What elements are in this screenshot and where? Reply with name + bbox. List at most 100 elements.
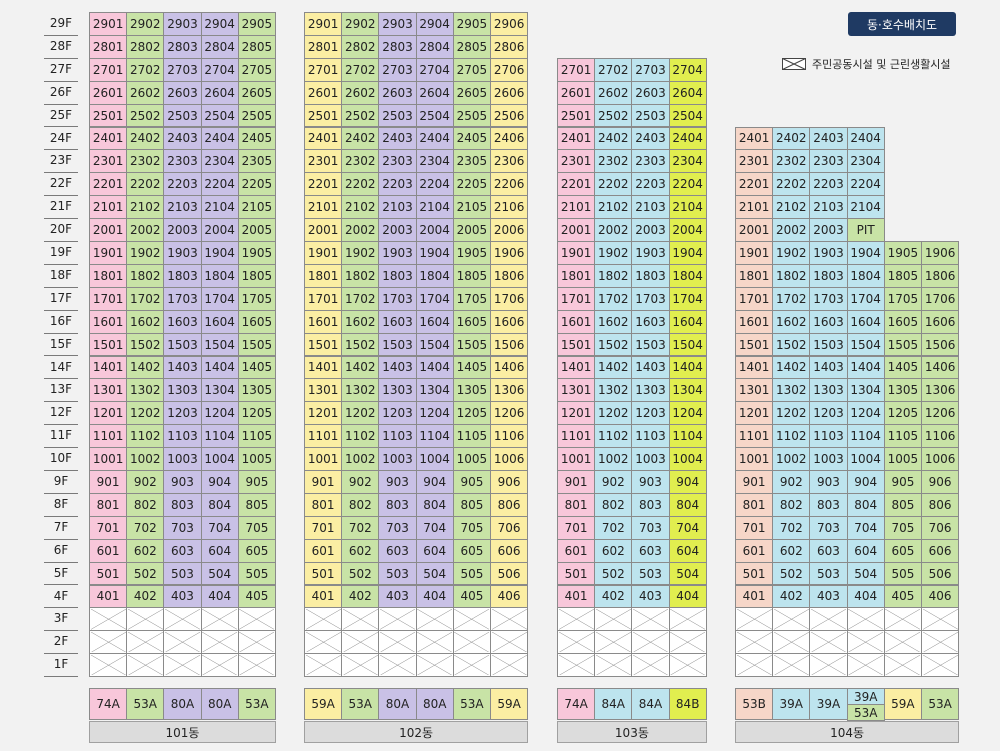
facility-cell <box>126 630 165 655</box>
crossed-box-icon <box>454 655 489 675</box>
crossed-box-icon <box>202 609 237 629</box>
unit-cell: 2102 <box>594 195 633 220</box>
unit-cell: 1905 <box>883 241 922 265</box>
unit-cell: 404 <box>846 584 885 609</box>
crossed-box-icon <box>923 655 958 675</box>
unit-cell: 704 <box>668 515 707 540</box>
unit-cell: 1901 <box>89 241 128 265</box>
facility-cell <box>163 653 202 678</box>
unit-cell: 1305 <box>237 378 276 403</box>
facility-cell <box>668 630 707 655</box>
unit-cell: 2001 <box>89 218 128 242</box>
facility-cell <box>490 607 529 632</box>
unit-type-label: 80A <box>415 688 454 720</box>
unit-cell: 2704 <box>668 57 707 82</box>
unit-cell: 403 <box>378 584 417 609</box>
facility-cell <box>772 607 811 632</box>
unit-cell: 1205 <box>452 401 491 426</box>
unit-cell: 1206 <box>490 401 529 426</box>
floor-label: 4F <box>44 585 78 609</box>
unit-type-label: 59A <box>883 688 922 720</box>
unit-cell: 1201 <box>557 401 596 426</box>
unit-cell: 805 <box>452 492 491 517</box>
floor-label: 24F <box>44 127 78 151</box>
unit-cell: 2201 <box>89 172 128 197</box>
facility-cell <box>89 607 128 632</box>
unit-cell: 2905 <box>452 12 491 36</box>
unit-cell: 1802 <box>594 263 633 288</box>
unit-cell: 1001 <box>304 447 343 471</box>
unit-cell: 2901 <box>304 12 343 36</box>
facility-cell <box>452 607 491 632</box>
facility-cell <box>668 653 707 678</box>
unit-cell: 2601 <box>304 80 343 105</box>
unit-cell: 701 <box>304 515 343 540</box>
unit-cell: 1403 <box>809 355 848 380</box>
unit-cell: 1404 <box>200 355 239 380</box>
facility-cell <box>557 630 596 655</box>
unit-cell: 1805 <box>883 263 922 288</box>
unit-cell: 1303 <box>378 378 417 403</box>
unit-cell: 1503 <box>163 332 202 357</box>
unit-cell: 505 <box>452 561 491 586</box>
unit-cell: 1202 <box>341 401 380 426</box>
unit-cell: 702 <box>341 515 380 540</box>
unit-cell: 2804 <box>200 34 239 59</box>
unit-cell: 605 <box>452 538 491 563</box>
floor-label: 1F <box>44 653 78 678</box>
unit-cell: 1204 <box>200 401 239 426</box>
floor-label: 7F <box>44 516 78 540</box>
unit-cell: 1104 <box>846 424 885 449</box>
unit-cell: 1704 <box>668 286 707 311</box>
unit-cell: 2103 <box>809 195 848 220</box>
unit-cell: 2501 <box>557 103 596 128</box>
facility-cell <box>631 630 670 655</box>
unit-cell: 402 <box>341 584 380 609</box>
unit-cell: 2401 <box>557 126 596 151</box>
unit-cell: 1704 <box>846 286 885 311</box>
unit-cell: 2902 <box>126 12 165 36</box>
unit-cell: 704 <box>415 515 454 540</box>
unit-cell: 504 <box>668 561 707 586</box>
unit-cell: 604 <box>415 538 454 563</box>
crossed-box-icon <box>306 609 341 629</box>
unit-cell: 1402 <box>126 355 165 380</box>
unit-cell: 805 <box>883 492 922 517</box>
unit-cell: 1901 <box>557 241 596 265</box>
unit-cell: 2903 <box>163 12 202 36</box>
unit-cell: 1404 <box>846 355 885 380</box>
unit-cell: 2304 <box>415 149 454 174</box>
unit-cell: 2405 <box>237 126 276 151</box>
unit-cell: 1004 <box>668 447 707 471</box>
unit-cell: 2605 <box>452 80 491 105</box>
unit-cell: 2405 <box>452 126 491 151</box>
unit-cell: 1604 <box>415 309 454 334</box>
unit-cell: 2502 <box>341 103 380 128</box>
unit-cell: 1803 <box>631 263 670 288</box>
crossed-box-icon <box>492 655 527 675</box>
unit-cell: 1402 <box>341 355 380 380</box>
crossed-box-icon <box>343 655 378 675</box>
unit-cell: 2603 <box>163 80 202 105</box>
unit-cell: 1304 <box>846 378 885 403</box>
unit-cell: 2904 <box>200 12 239 36</box>
unit-cell: 504 <box>200 561 239 586</box>
facility-cell <box>304 607 343 632</box>
unit-cell: 705 <box>237 515 276 540</box>
unit-cell: 2704 <box>415 57 454 82</box>
unit-cell: 803 <box>809 492 848 517</box>
unit-cell: 2703 <box>378 57 417 82</box>
unit-type-label: 59A <box>490 688 529 720</box>
unit-cell: 406 <box>490 584 529 609</box>
facility-cell <box>668 607 707 632</box>
unit-cell: 905 <box>452 470 491 494</box>
unit-cell: 2005 <box>452 218 491 242</box>
unit-cell: 1606 <box>921 309 960 334</box>
unit-cell: 2801 <box>89 34 128 59</box>
unit-cell: 2403 <box>631 126 670 151</box>
unit-cell: 2903 <box>378 12 417 36</box>
unit-cell: 1701 <box>557 286 596 311</box>
unit-type-label: 74A <box>89 688 128 720</box>
unit-cell: 901 <box>735 470 774 494</box>
unit-cell: 1303 <box>631 378 670 403</box>
